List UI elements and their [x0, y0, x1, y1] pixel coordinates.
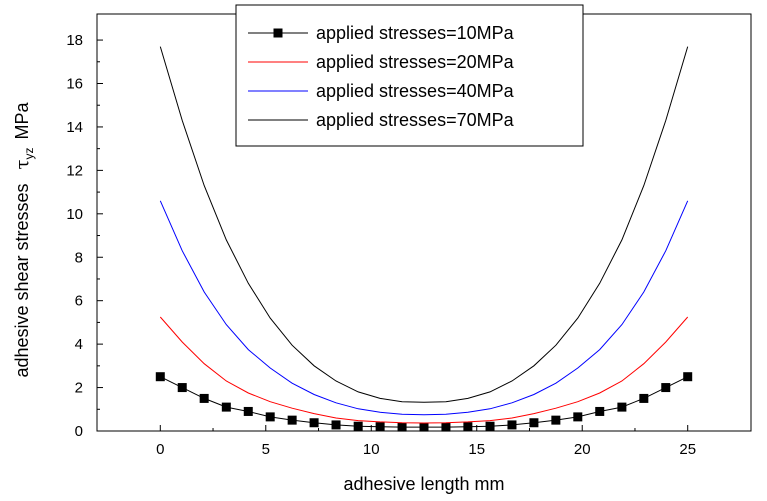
y-axis-title-symbol: τ — [12, 159, 33, 169]
x-tick-label: 20 — [574, 441, 591, 458]
data-point — [199, 393, 209, 403]
data-point — [265, 412, 275, 422]
x-tick-label: 15 — [468, 441, 485, 458]
data-point — [551, 415, 561, 425]
data-point — [353, 421, 363, 431]
legend-label: applied stresses=70MPa — [316, 110, 515, 130]
data-point — [331, 420, 341, 430]
data-point — [683, 372, 693, 382]
y-axis-title: adhesive shear stresses τyz MPa — [12, 101, 36, 377]
series-layer — [155, 46, 693, 432]
data-point — [441, 422, 451, 432]
legend-label: applied stresses=20MPa — [316, 52, 515, 72]
y-tick-label: 14 — [66, 119, 83, 136]
data-point — [155, 372, 165, 382]
y-axis-title-prefix: adhesive shear stresses — [12, 183, 32, 377]
data-point — [507, 420, 517, 430]
y-tick-label: 8 — [75, 249, 83, 266]
y-tick-label: 6 — [75, 293, 83, 310]
x-tick-label: 0 — [156, 441, 164, 458]
data-point — [661, 383, 671, 393]
series-line-4 — [159, 46, 689, 403]
legend-label: applied stresses=40MPa — [316, 81, 515, 101]
data-point — [617, 402, 627, 412]
series-line-3 — [159, 200, 689, 416]
y-tick-label: 4 — [75, 336, 83, 353]
legend-box — [235, 4, 584, 147]
y-tick-label: 16 — [66, 76, 83, 93]
data-point — [485, 421, 495, 431]
y-axis-title-subscript: yz — [22, 147, 36, 159]
data-point — [287, 415, 297, 425]
y-tick-label: 18 — [66, 32, 83, 49]
y-tick-label: 10 — [66, 206, 83, 223]
data-point — [243, 406, 253, 416]
data-point — [639, 393, 649, 403]
data-point — [573, 412, 583, 422]
data-point — [309, 418, 319, 428]
legend-marker — [273, 28, 283, 38]
x-tick-label: 10 — [363, 441, 380, 458]
x-tick-label: 5 — [262, 441, 270, 458]
data-point — [595, 406, 605, 416]
data-point — [419, 422, 429, 432]
data-point — [177, 383, 187, 393]
legend: applied stresses=10MPa applied stresses=2… — [235, 4, 584, 147]
series-line-2 — [159, 316, 689, 424]
y-axis-title-unit: MPa — [12, 101, 32, 139]
axis-ticks: 0 5 10 15 20 25 0 2 4 6 8 10 12 14 16 18 — [66, 32, 696, 458]
data-point — [463, 422, 473, 432]
data-point — [375, 422, 385, 432]
x-axis-title: adhesive length mm — [343, 474, 504, 494]
data-point — [221, 402, 231, 412]
y-tick-label: 12 — [66, 162, 83, 179]
y-tick-label: 2 — [75, 380, 83, 397]
x-tick-label: 25 — [679, 441, 696, 458]
legend-label: applied stresses=10MPa — [316, 23, 515, 43]
data-point — [529, 418, 539, 428]
data-point — [397, 422, 407, 432]
y-tick-label: 0 — [75, 423, 83, 440]
